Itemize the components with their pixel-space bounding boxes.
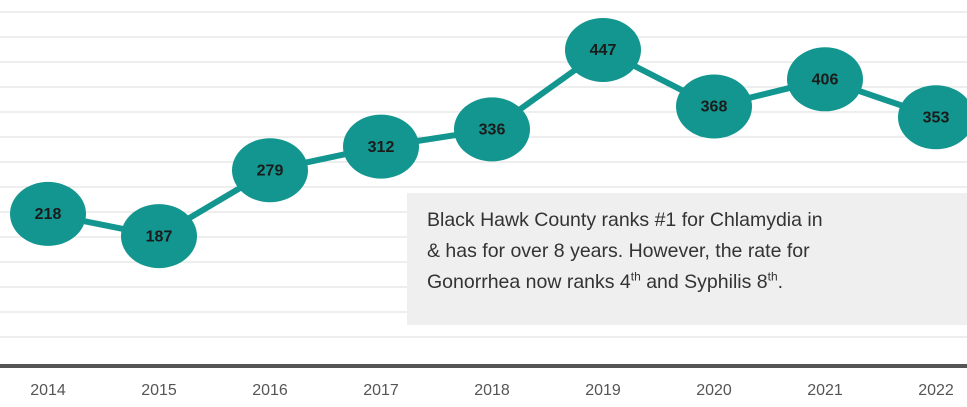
x-tick-label: 2014 xyxy=(30,382,66,399)
bubble xyxy=(454,97,530,162)
annotation-line: & has for over 8 years. However, the rat… xyxy=(427,240,810,262)
x-tick-label: 2020 xyxy=(696,382,732,399)
bubble xyxy=(898,85,967,150)
annotation-line: and Syphilis 8 xyxy=(640,271,768,293)
data-label: 312 xyxy=(368,139,395,156)
x-tick-label: 2018 xyxy=(474,382,510,399)
data-label: 218 xyxy=(35,206,62,223)
bubble xyxy=(787,47,863,112)
annotation-line: . xyxy=(777,271,784,293)
data-label: 279 xyxy=(257,162,284,179)
x-tick-label: 2019 xyxy=(585,382,621,399)
bubble xyxy=(565,17,641,82)
annotation-sup: th xyxy=(630,269,641,284)
annotation-sup: th xyxy=(767,269,778,284)
bubble xyxy=(232,138,308,203)
x-tick-label: 2016 xyxy=(252,382,288,399)
bubble xyxy=(121,204,197,269)
bubble xyxy=(10,181,86,246)
data-label: 447 xyxy=(590,42,617,59)
annotation: Black Hawk County ranks #1 for Chlamydia… xyxy=(407,193,967,325)
x-tick-label: 2015 xyxy=(141,382,177,399)
x-tick-label: 2021 xyxy=(807,382,843,399)
x-tick-label: 2017 xyxy=(363,382,399,399)
bubble xyxy=(343,114,419,179)
annotation-line: Gonorrhea now ranks 4 xyxy=(427,271,631,293)
annotation-line: Black Hawk County ranks #1 for Chlamydia… xyxy=(427,209,823,231)
x-tick-label: 2022 xyxy=(918,382,954,399)
data-label: 187 xyxy=(146,228,173,245)
data-label: 336 xyxy=(479,122,506,139)
data-label: 353 xyxy=(923,109,950,126)
data-label: 406 xyxy=(812,72,839,89)
data-label: 368 xyxy=(701,99,728,116)
bubble xyxy=(676,74,752,139)
